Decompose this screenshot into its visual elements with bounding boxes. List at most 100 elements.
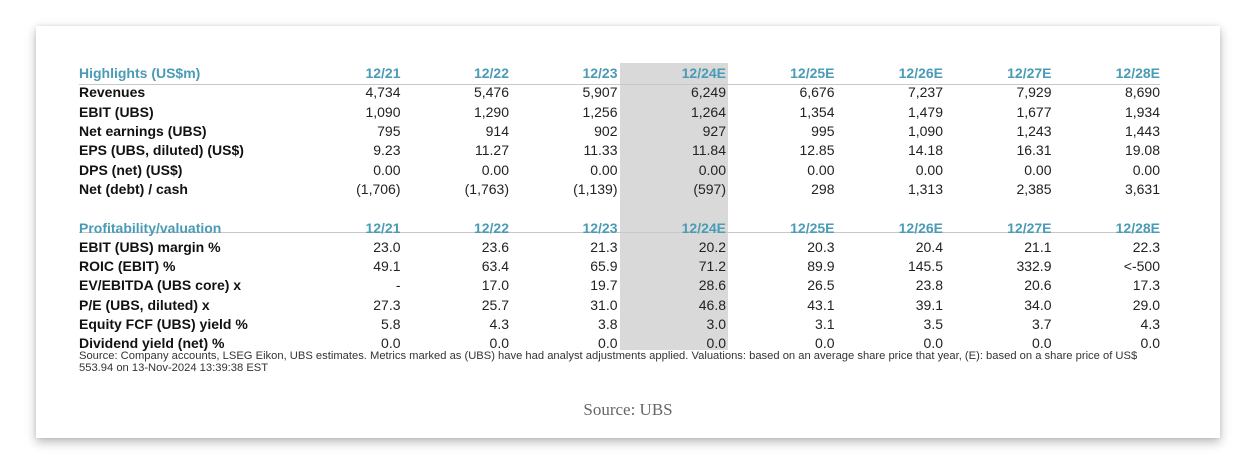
table-cell: 9.23 — [373, 142, 401, 159]
table-cell: 17.3 — [1132, 277, 1160, 294]
row-label: Revenues — [79, 84, 146, 101]
profitability-title: Profitability/valuation — [79, 219, 222, 236]
table-cell: 65.9 — [590, 258, 618, 275]
period-header: 12/27E — [1007, 65, 1052, 82]
table-cell: 28.6 — [698, 277, 726, 294]
image-caption: Source: UBS — [583, 400, 673, 419]
table-cell: 21.1 — [1024, 238, 1052, 255]
table-row: EBIT (UBS) margin % 23.0 23.6 21.3 20.2 … — [79, 238, 1160, 257]
table-cell: 0.0 — [1140, 335, 1160, 352]
table-cell: 7,237 — [907, 84, 943, 101]
table-cell: 0.0 — [1032, 335, 1052, 352]
section-divider-mid — [79, 232, 1160, 233]
period-header: 12/25E — [790, 65, 835, 82]
table-cell: 1,090 — [907, 123, 943, 140]
table-cell: 3,631 — [1124, 180, 1160, 197]
table-cell: (1,139) — [573, 180, 618, 197]
table-cell: 1,313 — [907, 180, 943, 197]
table-cell: 21.3 — [590, 238, 618, 255]
table-cell: 34.0 — [1024, 296, 1052, 313]
row-label: EBIT (UBS) — [79, 103, 154, 120]
table-row: EPS (UBS, diluted) (US$) 9.23 11.27 11.3… — [79, 141, 1160, 160]
table-cell: 0.00 — [698, 161, 726, 178]
table-cell: 0.00 — [807, 161, 835, 178]
table-cell: 2,385 — [1016, 180, 1052, 197]
table-cell: 0.0 — [381, 335, 401, 352]
table-cell: (597) — [693, 180, 726, 197]
period-header: 12/22 — [473, 219, 509, 236]
table-cell: 0.00 — [1024, 161, 1052, 178]
highlights-title: Highlights (US$m) — [79, 65, 201, 82]
table-cell: 17.0 — [481, 277, 509, 294]
period-header: 12/21 — [365, 219, 401, 236]
period-header: 12/26E — [898, 219, 943, 236]
table-cell: 927 — [702, 123, 726, 140]
table-cell: 5,907 — [582, 84, 618, 101]
table-cell: 0.0 — [923, 335, 943, 352]
table-cell: 49.1 — [373, 258, 401, 275]
table-row: Equity FCF (UBS) yield % 5.8 4.3 3.8 3.0… — [79, 315, 1160, 334]
section-divider-top — [79, 84, 1160, 85]
table-row: DPS (net) (US$) 0.00 0.00 0.00 0.00 0.00… — [79, 160, 1160, 179]
period-header: 12/23 — [582, 219, 618, 236]
period-header: 12/24E — [681, 65, 726, 82]
table-cell: 0.00 — [373, 161, 401, 178]
row-label: P/E (UBS, diluted) x — [79, 296, 210, 313]
table-cell: - — [395, 277, 401, 294]
table-cell: 6,249 — [690, 84, 726, 101]
table-cell: 20.4 — [915, 238, 943, 255]
table-row: Net earnings (UBS) 795 914 902 927 995 1… — [79, 122, 1160, 141]
row-label: ROIC (EBIT) % — [79, 258, 176, 275]
table-cell: 19.7 — [590, 277, 618, 294]
table-cell: 19.08 — [1124, 142, 1160, 159]
table-cell: 3.7 — [1032, 316, 1052, 332]
table-cell: 0.00 — [915, 161, 943, 178]
source-footnote: Source: Company accounts, LSEG Eikon, UB… — [79, 350, 1138, 374]
table-cell: 20.2 — [698, 238, 726, 255]
profitability-header-row: Profitability/valuation 12/21 12/22 12/2… — [79, 218, 1160, 237]
period-header: 12/22 — [473, 65, 509, 82]
table-cell: 4.3 — [489, 316, 509, 332]
table-cell: 14.18 — [907, 142, 943, 159]
table-cell: 0.0 — [815, 335, 835, 352]
profitability-section: Profitability/valuation 12/21 12/22 12/2… — [79, 218, 1160, 353]
highlights-header-row: Highlights (US$m) 12/21 12/22 12/23 12/2… — [79, 64, 1160, 83]
table-cell: 3.5 — [923, 316, 943, 332]
table-cell: 6,676 — [799, 84, 835, 101]
table-cell: 0.0 — [598, 335, 618, 352]
table-cell: 3.1 — [815, 316, 835, 332]
row-label: EBIT (UBS) margin % — [79, 238, 221, 255]
period-header: 12/26E — [898, 65, 943, 82]
table-cell: 1,243 — [1016, 123, 1052, 140]
table-cell: 1,264 — [690, 103, 726, 120]
table-cell: 1,090 — [365, 103, 401, 120]
table-row: EBIT (UBS) 1,090 1,290 1,256 1,264 1,354… — [79, 103, 1160, 122]
table-cell: (1,706) — [356, 180, 401, 197]
table-cell: 1,479 — [907, 103, 943, 120]
table-cell: 63.4 — [481, 258, 509, 275]
table-cell: 89.9 — [807, 258, 835, 275]
table-cell: 145.5 — [907, 258, 943, 275]
period-header: 12/28E — [1115, 65, 1160, 82]
table-cell: 23.0 — [373, 238, 401, 255]
table-row: Net (debt) / cash (1,706) (1,763) (1,139… — [79, 180, 1160, 199]
row-label: Equity FCF (UBS) yield % — [79, 316, 248, 332]
period-header: 12/28E — [1115, 219, 1160, 236]
row-label: EV/EBITDA (UBS core) x — [79, 277, 242, 294]
period-header: 12/27E — [1007, 219, 1052, 236]
table-cell: 27.3 — [373, 296, 401, 313]
table-cell: 71.2 — [698, 258, 726, 275]
table-cell: 1,443 — [1124, 123, 1160, 140]
table-cell: 22.3 — [1132, 238, 1160, 255]
table-cell: 25.7 — [481, 296, 509, 313]
table-cell: 39.1 — [915, 296, 943, 313]
table-row: EV/EBITDA (UBS core) x - 17.0 19.7 28.6 … — [79, 276, 1160, 295]
table-row: ROIC (EBIT) % 49.1 63.4 65.9 71.2 89.9 1… — [79, 257, 1160, 276]
row-label: Dividend yield (net) % — [79, 335, 225, 352]
table-cell: 795 — [377, 123, 401, 140]
table-cell: 23.6 — [481, 238, 509, 255]
row-label: EPS (UBS, diluted) (US$) — [79, 142, 244, 159]
table-cell: 1,934 — [1124, 103, 1160, 120]
table-cell: 3.8 — [598, 316, 618, 332]
table-cell: 3.0 — [706, 316, 726, 332]
